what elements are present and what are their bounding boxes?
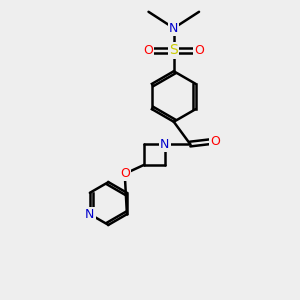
- Text: O: O: [194, 44, 204, 57]
- Text: O: O: [120, 167, 130, 180]
- Text: N: N: [160, 138, 170, 151]
- Text: N: N: [85, 208, 94, 221]
- Text: N: N: [169, 22, 178, 34]
- Text: O: O: [144, 44, 154, 57]
- Text: S: S: [169, 44, 178, 57]
- Text: O: O: [211, 135, 220, 148]
